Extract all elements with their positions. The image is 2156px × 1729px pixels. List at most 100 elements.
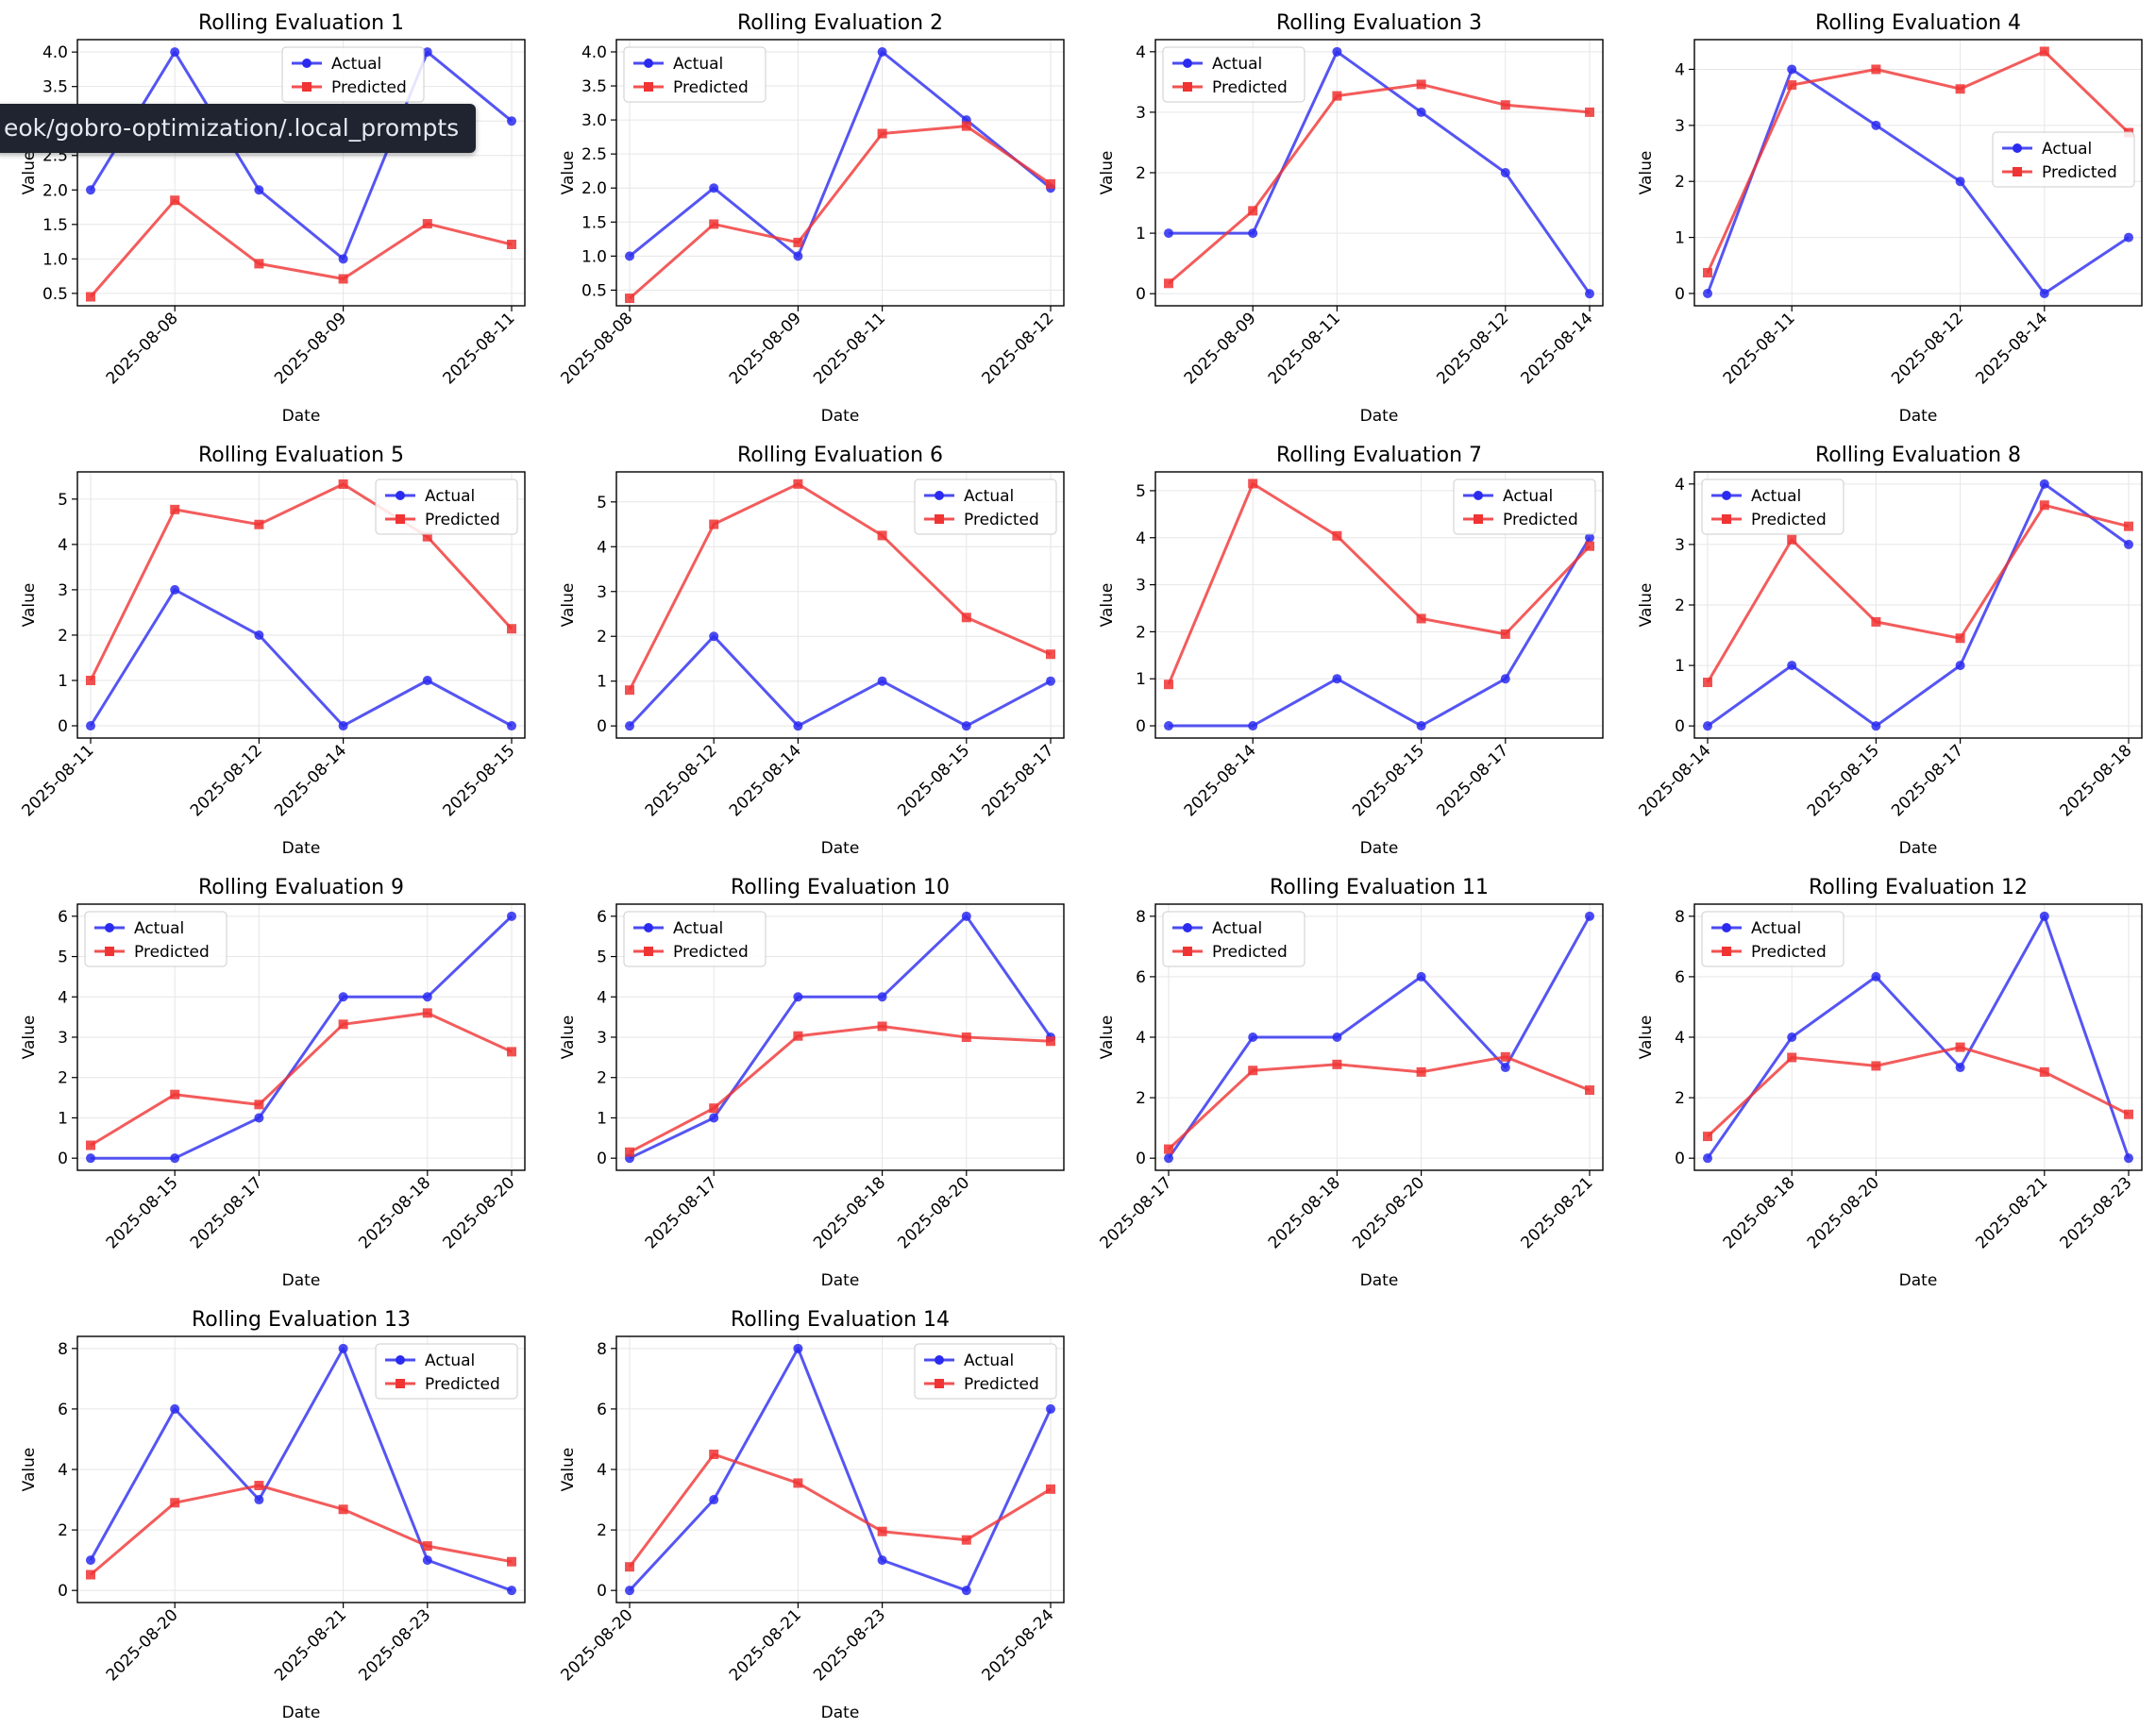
actual-line: [1169, 537, 1592, 728]
x-tick-label: 2025-08-12: [1433, 309, 1512, 388]
x-tick-label: 2025-08-21: [271, 1605, 350, 1685]
subplot-title: Rolling Evaluation 9: [198, 876, 404, 899]
actual-line: [1167, 915, 1592, 1160]
predicted-point: [507, 239, 516, 249]
actual-point: [170, 584, 180, 595]
actual-point: [793, 251, 803, 261]
x-tick-label: 2025-08-18: [1265, 1173, 1344, 1252]
predicted-point: [1871, 616, 1881, 627]
y-tick-label: 4: [1675, 60, 1685, 79]
actual-point: [1787, 661, 1797, 671]
x-tick-label: 2025-08-17: [979, 741, 1058, 820]
predicted-point: [1164, 278, 1173, 289]
predicted-point: [170, 1089, 180, 1100]
legend-predicted-label: Predicted: [1212, 943, 1288, 962]
y-tick-label: 4: [1675, 476, 1685, 495]
plot-frame: [615, 1335, 1065, 1603]
predicted-point: [877, 1526, 887, 1536]
y-axis-label: Value: [559, 583, 578, 628]
actual-line: [629, 50, 1052, 258]
actual-point: [1585, 289, 1594, 299]
y-axis-label: Value: [559, 1448, 578, 1492]
x-tick-label: 2025-08-20: [894, 1173, 973, 1252]
y-axis-label: Value: [1637, 1016, 1656, 1060]
y-tick-label: 0: [1675, 285, 1685, 304]
actual-point: [1248, 1032, 1258, 1042]
y-tick-label: 0: [597, 1150, 607, 1168]
legend-predicted-label: Predicted: [134, 943, 210, 962]
y-tick-label: 0: [1675, 1150, 1685, 1168]
predicted-point: [170, 195, 180, 206]
legend-actual-marker: [644, 923, 653, 932]
legend-actual-marker: [1722, 491, 1731, 500]
y-tick-label: 0: [58, 1150, 68, 1168]
legend-predicted-marker: [2013, 167, 2022, 176]
predicted-line: [89, 482, 514, 681]
actual-point: [961, 1586, 971, 1596]
predicted-point: [961, 1535, 971, 1545]
actual-point: [877, 1555, 887, 1566]
y-tick-label: 2: [597, 1521, 607, 1540]
subplot-4: 0 1 2 3 4 2025-08-11 2025-08-12 2025-08-14 Rolli…: [1637, 11, 2143, 426]
y-axis-label: Value: [1637, 583, 1656, 628]
y-axis-label: Value: [559, 1016, 578, 1060]
predicted-line: [1168, 82, 1591, 285]
legend-predicted-label: Predicted: [425, 1375, 500, 1394]
predicted-point: [625, 1562, 634, 1572]
y-tick-label: 5: [597, 494, 607, 512]
y-tick-label: 0.5: [581, 281, 607, 300]
predicted-point: [170, 1498, 180, 1508]
x-tick-label: 2025-08-12: [642, 741, 721, 820]
actual-point: [961, 911, 971, 921]
x-tick-label: 2025-08-20: [103, 1605, 182, 1685]
actual-line: [628, 1347, 1053, 1592]
y-tick-label: 3.5: [42, 78, 68, 97]
y-tick-label: 0: [1136, 1150, 1146, 1168]
predicted-point: [254, 1480, 264, 1490]
predicted-point: [338, 1019, 348, 1030]
predicted-point: [1248, 1066, 1258, 1076]
x-tick-label: 2025-08-20: [558, 1605, 637, 1685]
actual-line: [628, 634, 1052, 728]
y-tick-label: 1: [597, 1109, 607, 1128]
predicted-point: [1248, 478, 1258, 489]
legend-actual-label: Actual: [673, 919, 723, 938]
predicted-point: [254, 519, 264, 529]
subplot-3: 0 1 2 3 4 2025-08-09 2025-08-11 2025-08-12 2025-…: [1098, 11, 1604, 426]
x-tick-label: 2025-08-24: [979, 1605, 1058, 1685]
predicted-point: [1046, 649, 1055, 660]
plot-frame: [1154, 39, 1604, 307]
legend-actual-label: Actual: [134, 919, 184, 938]
x-tick-label: 2025-08-15: [103, 1173, 182, 1252]
subplot-title: Rolling Evaluation 8: [1815, 444, 2021, 467]
y-tick-label: 0: [597, 1582, 607, 1601]
x-tick-label: 2025-08-17: [187, 1173, 266, 1252]
legend-actual-label: Actual: [964, 487, 1014, 506]
legend-predicted-label: Predicted: [964, 1375, 1039, 1394]
predicted-line: [1167, 482, 1592, 685]
subplot-5: 0 1 2 3 4 5 2025-08-11 2025-08-12 2025-08-14 2025…: [19, 444, 526, 858]
x-tick-label: 2025-08-20: [440, 1173, 519, 1252]
predicted-point: [793, 478, 803, 489]
actual-point: [338, 992, 348, 1002]
x-tick-label: 2025-08-09: [726, 309, 805, 388]
actual-point: [1332, 674, 1342, 684]
y-axis-label: Value: [20, 1016, 39, 1060]
actual-line: [1169, 50, 1592, 295]
actual-point: [625, 721, 634, 731]
x-tick-label: 2025-08-09: [271, 309, 350, 388]
y-tick-label: 5: [58, 491, 68, 510]
x-axis-label: Date: [1360, 839, 1399, 858]
y-tick-label: 0: [1675, 717, 1685, 736]
actual-point: [254, 629, 264, 640]
actual-point: [1585, 532, 1594, 543]
x-tick-label: 2025-08-14: [726, 741, 805, 820]
y-tick-label: 2: [1136, 623, 1146, 642]
x-tick-label: 2025-08-11: [810, 309, 889, 388]
legend: Actual Predicted: [1701, 911, 1844, 967]
x-tick-label: 2025-08-20: [1349, 1173, 1428, 1252]
y-tick-label: 1: [1136, 670, 1146, 689]
legend: Actual Predicted: [375, 1343, 518, 1400]
x-tick-label: 2025-08-21: [1518, 1173, 1597, 1252]
